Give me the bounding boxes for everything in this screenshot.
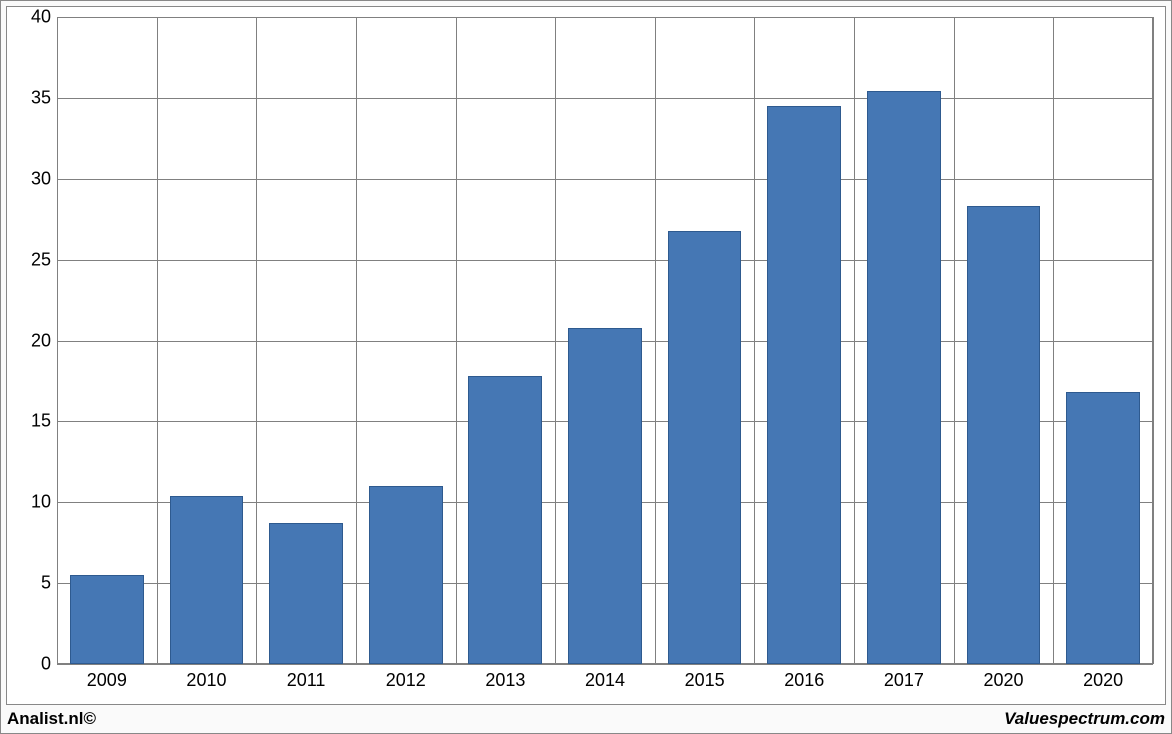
gridline-vertical — [356, 17, 357, 664]
gridline-horizontal — [57, 98, 1153, 99]
gridline-horizontal — [57, 179, 1153, 180]
gridline-vertical — [655, 17, 656, 664]
bar — [1066, 392, 1140, 664]
bar — [767, 106, 841, 664]
x-axis-label: 2015 — [685, 664, 725, 691]
bar — [170, 496, 244, 664]
y-axis-label: 5 — [41, 573, 57, 594]
gridline-vertical — [57, 17, 58, 664]
gridline-vertical — [157, 17, 158, 664]
y-axis-label: 30 — [31, 168, 57, 189]
gridline-vertical — [256, 17, 257, 664]
chart-container: 0 5 10 15 20 25 30 35 40 2009 2010 2011 2012 2013 2014… — [0, 0, 1172, 734]
y-axis-label: 0 — [41, 654, 57, 675]
y-axis-label: 10 — [31, 492, 57, 513]
bar — [70, 575, 144, 664]
footer-right-text: Valuespectrum.com — [1004, 709, 1165, 729]
x-axis-label: 2009 — [87, 664, 127, 691]
y-axis-label: 40 — [31, 7, 57, 28]
x-axis-label: 2014 — [585, 664, 625, 691]
x-axis-label: 2020 — [984, 664, 1024, 691]
bar — [269, 523, 343, 664]
bar — [867, 91, 941, 664]
gridline-vertical — [854, 17, 855, 664]
x-axis-label: 2011 — [287, 664, 326, 691]
gridline-horizontal — [57, 17, 1153, 18]
footer: Analist.nl© Valuespectrum.com — [7, 707, 1165, 731]
gridline-vertical — [954, 17, 955, 664]
chart-frame: 0 5 10 15 20 25 30 35 40 2009 2010 2011 2012 2013 2014… — [6, 6, 1166, 705]
y-axis-label: 20 — [31, 330, 57, 351]
gridline-vertical — [555, 17, 556, 664]
gridline-vertical — [1053, 17, 1054, 664]
x-axis-label: 2010 — [186, 664, 226, 691]
x-axis-label: 2013 — [485, 664, 525, 691]
x-axis-label: 2012 — [386, 664, 426, 691]
bar — [369, 486, 443, 664]
y-axis-label: 15 — [31, 411, 57, 432]
y-axis-label: 25 — [31, 249, 57, 270]
bar — [468, 376, 542, 664]
bar — [568, 328, 642, 664]
gridline-vertical — [456, 17, 457, 664]
y-axis-label: 35 — [31, 87, 57, 108]
gridline-vertical — [754, 17, 755, 664]
bar — [668, 231, 742, 664]
bar — [967, 206, 1041, 664]
plot-area: 0510152025303540200920102011201220132014… — [57, 17, 1153, 664]
x-axis-label: 2020 — [1083, 664, 1123, 691]
footer-left-text: Analist.nl© — [7, 709, 96, 729]
x-axis-label: 2016 — [784, 664, 824, 691]
gridline-vertical — [1153, 17, 1154, 664]
x-axis-label: 2017 — [884, 664, 924, 691]
